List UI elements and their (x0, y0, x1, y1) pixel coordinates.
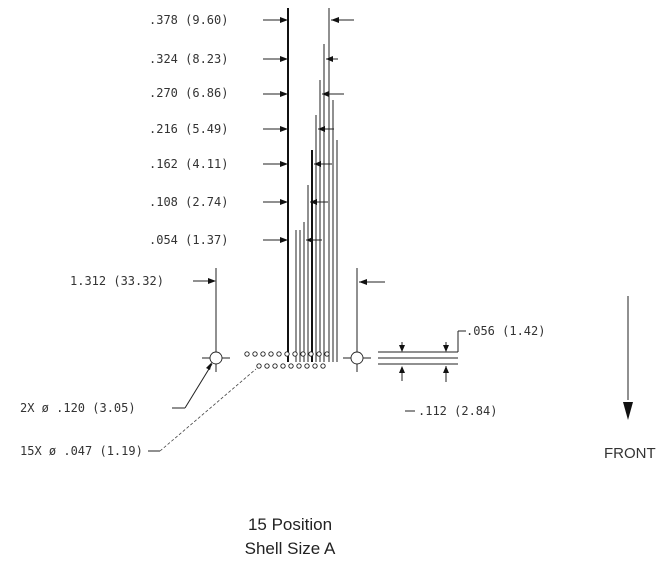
contact-hole (256, 363, 262, 369)
contact-hole (288, 363, 294, 369)
contact-hole (264, 363, 270, 369)
contact-hole (244, 351, 250, 357)
contact-hole (252, 351, 258, 357)
dim-270-label: .270 (6.86) (149, 86, 228, 100)
contact-hole (324, 351, 330, 357)
pitch-leaders (263, 17, 354, 243)
dim-108-label: .108 (2.74) (149, 195, 228, 209)
caption-shell-size: Shell Size A (245, 539, 336, 558)
width-dim-label: 1.312 (33.32) (70, 274, 164, 288)
dim-378-label: .378 (9.60) (149, 13, 228, 27)
front-label: FRONT (604, 445, 656, 462)
dim-216-label: .216 (5.49) (149, 122, 228, 136)
mounting-hole-right (343, 344, 371, 372)
dim-054-label: .054 (1.37) (149, 233, 228, 247)
contact-hole (272, 363, 278, 369)
contact-hole (276, 351, 282, 357)
contact-hole (320, 363, 326, 369)
dim-162-label: .162 (4.11) (149, 157, 228, 171)
contact-hole (316, 351, 322, 357)
contact-hole (284, 351, 290, 357)
row-offset-label: .056 (1.42) (466, 324, 545, 338)
caption-position-count: 15 Position (248, 515, 332, 534)
contact-hole (300, 351, 306, 357)
front-direction: FRONT (604, 296, 656, 462)
contact-holes (244, 351, 330, 369)
dim-324-label: .324 (8.23) (149, 52, 228, 66)
contact-hole (312, 363, 318, 369)
contact-hole (280, 363, 286, 369)
contact-hole (292, 351, 298, 357)
mounting-holes (202, 344, 371, 372)
contact-hole (268, 351, 274, 357)
pitch-dimension-labels: .378 (9.60) .324 (8.23) .270 (6.86) .216… (149, 13, 228, 247)
row-dimensions: .056 (1.42) .112 (2.84) (378, 324, 545, 418)
contact-hole (308, 351, 314, 357)
mounting-hole-left (202, 344, 230, 372)
contact-hole-callout: 15X ø .047 (1.19) (20, 444, 143, 458)
contact-hole (260, 351, 266, 357)
row-spacing-label: .112 (2.84) (418, 404, 497, 418)
extension-lines (215, 8, 358, 362)
width-dimension: 1.312 (33.32) (70, 274, 385, 288)
front-arrow-icon (623, 402, 633, 420)
hole-callouts: 2X ø .120 (3.05) 15X ø .047 (1.19) (20, 362, 257, 458)
mounting-hole-callout: 2X ø .120 (3.05) (20, 401, 136, 415)
contact-hole (304, 363, 310, 369)
contact-hole (296, 363, 302, 369)
